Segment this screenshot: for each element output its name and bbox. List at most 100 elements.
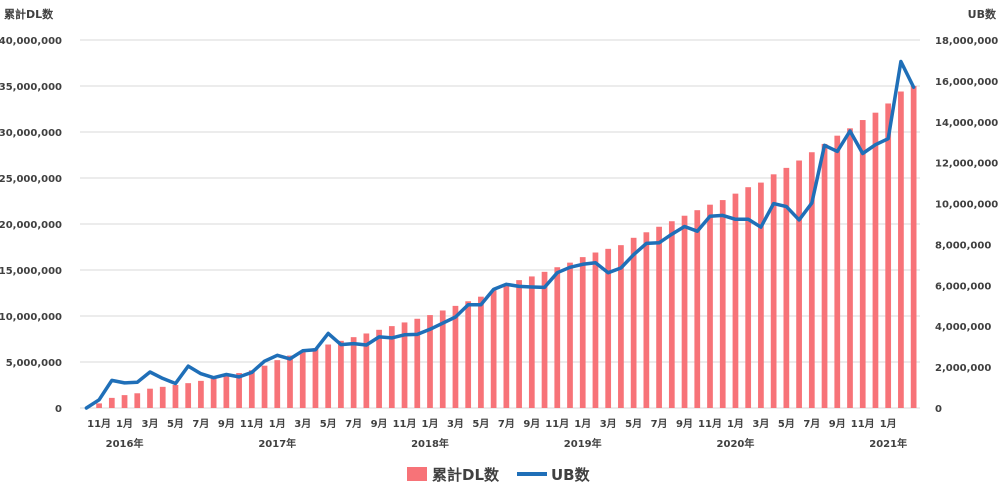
bar <box>312 348 319 408</box>
bar <box>694 210 701 408</box>
x-month-label: 7月 <box>192 418 209 430</box>
bar <box>758 182 764 408</box>
bar <box>783 167 790 408</box>
legend: 累計DL数 UB数 <box>407 466 591 484</box>
x-year-label: 2018年 <box>411 437 449 450</box>
bar <box>541 271 548 408</box>
bar <box>618 245 624 408</box>
right-tick-label: 18,000,000 <box>935 36 998 47</box>
bar <box>376 329 382 408</box>
bar <box>223 375 230 408</box>
left-tick-label: 25,000,000 <box>0 174 62 185</box>
bar <box>859 120 866 408</box>
x-year-label: 2019年 <box>564 437 602 450</box>
bar <box>452 305 459 408</box>
x-month-label: 1月 <box>727 418 744 430</box>
x-month-label: 3月 <box>294 418 311 430</box>
right-tick-label: 16,000,000 <box>935 77 998 88</box>
left-tick-label: 5,000,000 <box>6 358 62 369</box>
right-tick-label: 0 <box>935 404 942 415</box>
bar <box>172 385 179 408</box>
bar <box>885 103 892 408</box>
bar <box>796 160 802 408</box>
bar <box>732 193 739 408</box>
bar <box>719 200 726 408</box>
bar <box>528 276 535 408</box>
x-month-label: 1月 <box>269 418 286 430</box>
x-month-label: 1月 <box>880 418 897 430</box>
x-month-label: 9月 <box>523 418 540 430</box>
bar <box>516 280 522 408</box>
x-month-label: 1月 <box>574 418 591 430</box>
bar <box>465 301 472 408</box>
x-year-label: 2021年 <box>869 437 907 450</box>
bar <box>274 360 281 408</box>
x-month-label: 11月 <box>87 418 111 430</box>
bar <box>236 373 242 408</box>
x-month-label: 7月 <box>651 418 668 430</box>
bar <box>554 267 561 408</box>
bar <box>656 226 662 408</box>
bar <box>707 204 713 408</box>
x-month-label: 11月 <box>851 418 875 430</box>
bar <box>681 215 688 408</box>
bar <box>350 337 357 408</box>
left-tick-label: 20,000,000 <box>0 220 62 231</box>
right-axis-title: UB数 <box>968 7 997 21</box>
x-month-label: 7月 <box>345 418 362 430</box>
x-month-label: 5月 <box>778 418 795 430</box>
right-tick-label: 8,000,000 <box>935 240 991 251</box>
legend-swatch-bar <box>407 467 427 481</box>
left-tick-label: 15,000,000 <box>0 266 62 277</box>
right-tick-label: 4,000,000 <box>935 322 991 333</box>
line-ub <box>84 59 916 410</box>
bar <box>668 221 675 408</box>
bar <box>185 383 192 408</box>
bar <box>770 174 777 408</box>
bar <box>439 310 446 408</box>
ub-series-line <box>84 59 916 410</box>
bar <box>248 370 255 408</box>
x-month-label: 1月 <box>116 418 133 430</box>
right-tick-label: 2,000,000 <box>935 363 991 374</box>
right-tick-label: 6,000,000 <box>935 281 991 292</box>
bar <box>490 290 497 408</box>
right-tick-label: 10,000,000 <box>935 200 998 211</box>
bar <box>198 380 204 408</box>
x-month-label: 11月 <box>240 418 264 430</box>
left-tick-label: 30,000,000 <box>0 128 62 139</box>
bar <box>401 322 408 408</box>
x-month-label: 5月 <box>625 418 642 430</box>
x-month-label: 7月 <box>803 418 820 430</box>
x-year-label: 2020年 <box>717 437 755 450</box>
bar <box>808 152 815 408</box>
right-tick-label: 14,000,000 <box>935 118 998 129</box>
bar <box>210 378 217 408</box>
x-month-label: 3月 <box>447 418 464 430</box>
bar <box>159 386 166 408</box>
bar <box>325 344 332 408</box>
bar <box>847 128 853 408</box>
bar <box>592 252 599 408</box>
x-month-label: 5月 <box>167 418 184 430</box>
x-month-label: 9月 <box>218 418 235 430</box>
bar <box>579 257 586 408</box>
legend-label-cumulative-dl: 累計DL数 <box>432 466 500 484</box>
x-month-label: 9月 <box>371 418 388 430</box>
x-month-label: 7月 <box>498 418 515 430</box>
bar <box>821 143 828 408</box>
x-month-label: 5月 <box>320 418 337 430</box>
x-month-label: 9月 <box>829 418 846 430</box>
bar <box>388 326 395 408</box>
gridlines <box>80 39 920 409</box>
bar <box>567 262 573 408</box>
bar <box>834 135 841 408</box>
legend-label-ub: UB数 <box>551 466 591 484</box>
x-month-label: 11月 <box>393 418 417 430</box>
bar <box>898 91 904 409</box>
left-tick-label: 10,000,000 <box>0 312 62 323</box>
x-year-label: 2016年 <box>106 437 144 450</box>
x-month-label: 3月 <box>142 418 159 430</box>
